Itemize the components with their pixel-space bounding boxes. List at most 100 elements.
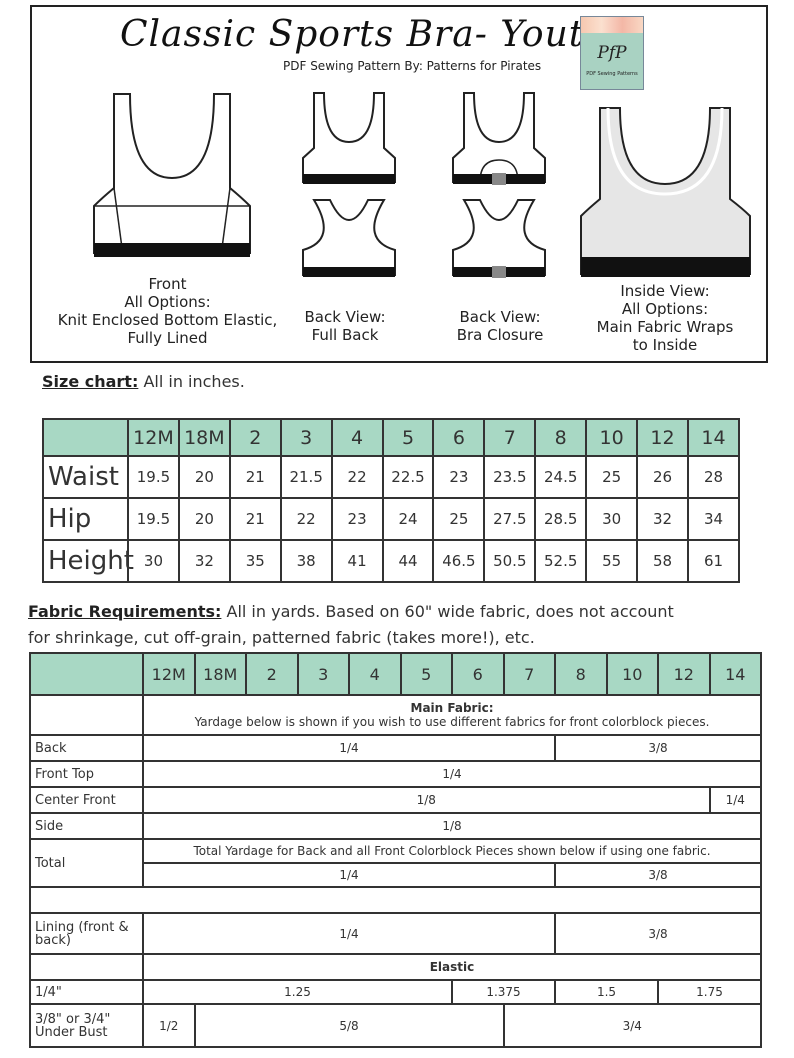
size-header: 8 xyxy=(534,418,588,457)
measurement-cell: 38 xyxy=(279,539,333,583)
inside-view-illustration xyxy=(580,107,751,277)
caption-line: Back View: xyxy=(304,308,386,326)
measurement-cell: 27.5 xyxy=(483,497,537,541)
fabric-header-row: 12M 18M 2 3 4 5 6 7 8 10 12 14 xyxy=(29,652,762,696)
yardage-cell: 1/4 xyxy=(142,912,556,955)
caption-line: to Inside xyxy=(632,336,698,354)
size-chart-title: Size chart: xyxy=(42,372,139,391)
measurement-cell: 20 xyxy=(177,455,231,499)
size-header-row: 12M 18M 2 3 4 5 6 7 8 10 12 14 xyxy=(42,418,741,457)
table-row: Front Top 1/4 xyxy=(29,760,762,788)
size-header: 12M xyxy=(142,652,196,696)
yardage-cell: 3/8 xyxy=(554,862,762,888)
measurement-cell: 32 xyxy=(177,539,231,583)
flower-decoration xyxy=(581,17,643,33)
row-label: Side xyxy=(29,812,144,840)
elastic-row: 1/4" 1.25 1.375 1.5 1.75 xyxy=(29,979,762,1005)
size-header: 2 xyxy=(245,652,299,696)
size-header: 8 xyxy=(554,652,608,696)
measurement-cell: 22 xyxy=(279,497,333,541)
measurement-cell: 46.5 xyxy=(432,539,486,583)
measurement-cell: 58 xyxy=(636,539,689,583)
row-label: Lining (front & back) xyxy=(29,912,144,955)
elastic-row: 3/8" or 3/4" Under Bust 1/2 5/8 3/4 xyxy=(29,1003,762,1048)
caption-line: Back View: xyxy=(459,308,541,326)
size-header: 14 xyxy=(686,418,741,457)
caption-line: All Options: xyxy=(621,300,709,318)
size-header: 12M xyxy=(127,418,180,457)
size-header: 18M xyxy=(193,652,247,696)
measurement-cell: 20 xyxy=(177,497,231,541)
size-header: 10 xyxy=(605,652,659,696)
logo-tag: PDF Sewing Patterns xyxy=(586,71,638,77)
elastic-title: Elastic xyxy=(142,953,762,981)
caption-line: Front xyxy=(148,275,187,293)
yardage-cell: 1.75 xyxy=(657,979,762,1005)
yardage-cell: 5/8 xyxy=(193,1003,505,1048)
measurement-cell: 19.5 xyxy=(127,497,180,541)
table-row: Waist 19.5 20 21 21.5 22 22.5 23 23.5 24.5 25 26 28 xyxy=(42,455,741,499)
measurement-cell: 28 xyxy=(686,455,741,499)
caption-line: Main Fabric Wraps xyxy=(596,318,734,336)
size-header: 12 xyxy=(657,652,711,696)
caption-line: Bra Closure xyxy=(456,326,544,344)
caption-line: Inside View: xyxy=(620,282,710,300)
fabric-title: Fabric Requirements: xyxy=(28,602,222,621)
spacer-cell xyxy=(29,886,762,914)
blank-cell xyxy=(29,953,144,981)
size-chart-note: All in inches. xyxy=(143,372,245,391)
front-view-caption: Front All Options: Knit Enclosed Bottom … xyxy=(40,275,295,347)
yardage-cell: 3/8 xyxy=(554,912,762,955)
yardage-cell: 1/8 xyxy=(142,786,711,814)
brand-logo: PfP PDF Sewing Patterns xyxy=(580,16,644,90)
measurement-cell: 52.5 xyxy=(534,539,588,583)
yardage-cell: 1/2 xyxy=(142,1003,196,1048)
row-label: Front Top xyxy=(29,760,144,788)
size-header: 2 xyxy=(228,418,282,457)
measurement-cell: 21.5 xyxy=(279,455,333,499)
lining-row: Lining (front & back) 1/4 3/8 xyxy=(29,912,762,955)
measurement-cell: 61 xyxy=(686,539,741,583)
measurement-cell: 35 xyxy=(228,539,282,583)
illustration-panel xyxy=(30,5,768,363)
row-label: 1/4" xyxy=(29,979,144,1005)
measurement-cell: 24 xyxy=(381,497,435,541)
table-row: Side 1/8 xyxy=(29,812,762,840)
size-header: 6 xyxy=(451,652,505,696)
corner-cell xyxy=(29,652,144,696)
caption-line: Fully Lined xyxy=(127,329,208,347)
yardage-cell: 1/4 xyxy=(142,862,556,888)
caption-line: Full Back xyxy=(311,326,379,344)
size-header: 3 xyxy=(296,652,350,696)
table-row: Hip 19.5 20 21 22 23 24 25 27.5 28.5 30 32 34 xyxy=(42,497,741,541)
yardage-cell: 1.25 xyxy=(142,979,453,1005)
row-label: Hip xyxy=(42,497,129,541)
yardage-cell: 1/8 xyxy=(142,812,762,840)
measurement-cell: 25 xyxy=(585,455,639,499)
inside-view-caption: Inside View: All Options: Main Fabric Wr… xyxy=(575,282,755,354)
row-label: Height xyxy=(42,539,134,583)
main-fabric-row: Main Fabric: Yardage below is shown if yo… xyxy=(29,694,762,736)
measurement-cell: 23.5 xyxy=(483,455,537,499)
total-row: 1/4 3/8 xyxy=(30,862,762,888)
measurement-cell: 22 xyxy=(330,455,384,499)
fabric-heading: Fabric Requirements: All in yards. Based… xyxy=(28,599,674,651)
size-header: 4 xyxy=(330,418,384,457)
measurement-cell: 44 xyxy=(381,539,435,583)
main-fabric-title: Main Fabric: xyxy=(410,701,494,715)
size-header: 5 xyxy=(381,418,435,457)
blank-cell xyxy=(29,694,144,736)
size-header: 18M xyxy=(177,418,231,457)
main-fabric-cell: Main Fabric: Yardage below is shown if yo… xyxy=(142,694,762,736)
back-closure-caption: Back View: Bra Closure xyxy=(440,308,560,344)
page-subtitle: PDF Sewing Pattern By: Patterns for Pira… xyxy=(283,59,542,73)
size-header: 14 xyxy=(708,652,762,696)
spacer-row xyxy=(29,886,762,914)
back-full-caption: Back View: Full Back xyxy=(290,308,400,344)
measurement-cell: 34 xyxy=(686,497,741,541)
size-header: 7 xyxy=(483,418,537,457)
size-header: 3 xyxy=(279,418,333,457)
yardage-cell: 1/4 xyxy=(142,734,556,762)
size-header: 6 xyxy=(432,418,486,457)
measurement-cell: 28.5 xyxy=(534,497,588,541)
